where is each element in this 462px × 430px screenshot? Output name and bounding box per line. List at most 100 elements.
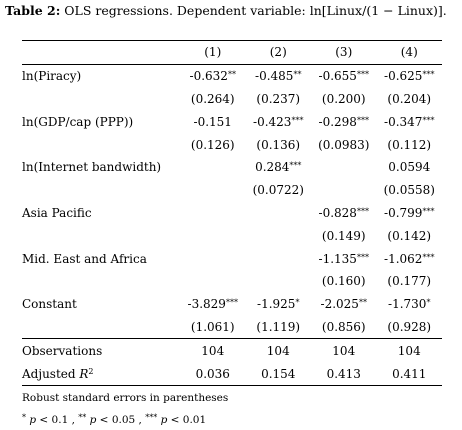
table-caption-label: Table 2: [5, 3, 61, 18]
coefficient-cell: -0.632** [180, 64, 246, 87]
variable-label: ln(Piracy) [22, 69, 82, 84]
significance-stars: *** [422, 206, 435, 216]
significance-stars: *** [225, 298, 238, 308]
coefficient-cell [246, 202, 312, 225]
variable-label: Asia Pacific [22, 205, 92, 220]
blank-label-cell [22, 179, 180, 202]
coefficient-value: -0.655 [318, 69, 357, 84]
standard-error-cell: (0.0722) [252, 183, 304, 198]
observations-value: 104 [180, 338, 246, 363]
notes-significance: * p < 0.1 , ** p < 0.05 , *** p < 0.01 [22, 408, 228, 430]
notes-robust-se: Robust standard errors in parentheses [22, 392, 229, 404]
note-p-variable: p [89, 414, 97, 426]
standard-error-cell: (0.177) [387, 274, 432, 289]
coefficient-cell: -0.151 [180, 110, 246, 133]
adjusted-r2-value: 0.154 [245, 362, 311, 386]
standard-error-cell: (1.119) [256, 319, 301, 334]
note-stars: *** [145, 413, 158, 422]
coefficient-value: -0.828 [318, 205, 357, 220]
coefficient-value: -1.135 [318, 251, 357, 266]
significance-stars: *** [291, 115, 304, 125]
adjusted-r2-prefix: Adjusted [22, 366, 80, 381]
significance-stars: * [426, 298, 431, 308]
variable-label: Constant [22, 297, 77, 312]
standard-error-cell: (0.856) [321, 319, 366, 334]
table-caption: Table 2: OLS regressions. Dependent vari… [5, 2, 457, 20]
blank-label-cell [22, 133, 180, 156]
blank-label-cell [22, 316, 180, 339]
significance-stars: ** [358, 298, 367, 308]
coefficient-value: -0.625 [384, 69, 423, 84]
adjusted-r2-value: 0.413 [311, 362, 377, 386]
standard-error-cell: (0.136) [256, 137, 301, 152]
standard-error-cell: (0.112) [387, 137, 432, 152]
table-caption-text: OLS regressions. Dependent variable: ln[… [64, 3, 447, 18]
significance-stars: *** [356, 252, 369, 262]
adjusted-r2-value: 0.036 [180, 362, 246, 386]
significance-stars: *** [422, 115, 435, 125]
coefficient-value: -0.485 [255, 69, 294, 84]
column-header: (4) [376, 40, 442, 65]
coefficient-value: -0.298 [318, 114, 357, 129]
note-threshold: < 0.05 , [96, 414, 146, 426]
significance-stars: *** [289, 161, 302, 171]
standard-error-row: (0.149) (0.142) [22, 224, 442, 247]
note-stars: * [22, 413, 26, 422]
table-notes: Robust standard errors in parentheses * … [22, 388, 228, 430]
variable-label: Mid. East and Africa [22, 251, 147, 266]
standard-error-cell [246, 224, 312, 247]
standard-error-row: (0.264) (0.237) (0.200) (0.204) [22, 88, 442, 111]
significance-stars: ** [227, 70, 236, 80]
coefficient-row: ln(Piracy) -0.632** -0.485** -0.655*** -0.62… [22, 64, 442, 87]
standard-error-cell: (0.0983) [318, 137, 370, 152]
standard-error-cell: (0.126) [190, 137, 235, 152]
note-p-variable: p [29, 414, 37, 426]
standard-error-cell [311, 179, 377, 202]
coefficient-cell: -1.062*** [377, 247, 443, 270]
coefficient-cell: -1.925* [246, 293, 312, 316]
coefficient-value: -0.799 [384, 205, 423, 220]
standard-error-cell [180, 179, 246, 202]
coefficient-row: Constant -3.829*** -1.925* -2.025** -1.730* [22, 293, 442, 316]
regression-table: (1) (2) (3) (4) ln(Piracy) -0.632** -0.485** -0… [22, 40, 442, 386]
adjusted-r2-label: Adjusted R2 [22, 362, 180, 386]
coefficient-cell: -1.730* [377, 293, 443, 316]
blank-label-cell [22, 224, 180, 247]
coefficient-value: -2.025 [320, 297, 359, 312]
standard-error-cell: (0.264) [190, 91, 235, 106]
coefficient-cell [180, 247, 246, 270]
coefficient-value: -1.062 [384, 251, 423, 266]
standard-error-cell [180, 270, 246, 293]
coefficient-cell: -3.829*** [180, 293, 246, 316]
coefficient-value: -0.423 [253, 114, 292, 129]
significance-stars: *** [422, 70, 435, 80]
coefficient-cell: -1.135*** [311, 247, 377, 270]
coefficient-row: Mid. East and Africa -1.135*** -1.062*** [22, 247, 442, 270]
adjusted-r2-value: 0.411 [376, 362, 442, 386]
significance-stars: * [295, 298, 300, 308]
coefficient-cell: -0.347*** [377, 110, 443, 133]
coefficient-value: -1.925 [257, 297, 296, 312]
coefficient-value: 0.0594 [388, 160, 431, 175]
observations-value: 104 [376, 338, 442, 363]
note-stars: ** [78, 413, 87, 422]
standard-error-cell: (0.160) [321, 274, 366, 289]
coefficient-cell: 0.0594 [377, 156, 443, 179]
note-threshold: < 0.01 [167, 414, 207, 426]
coefficient-cell: -0.799*** [377, 202, 443, 225]
coefficient-value: -1.730 [388, 297, 427, 312]
coefficient-value: -0.632 [189, 69, 228, 84]
coefficient-cell [311, 156, 377, 179]
coefficient-cell [246, 247, 312, 270]
note-threshold: < 0.1 , [36, 414, 79, 426]
coefficient-value: -0.151 [193, 114, 232, 129]
standard-error-row: (0.0722) (0.0558) [22, 179, 442, 202]
significance-stars: *** [356, 70, 369, 80]
standard-error-row: (1.061) (1.119) (0.856) (0.928) [22, 316, 442, 339]
standard-error-cell [180, 224, 246, 247]
observations-value: 104 [245, 338, 311, 363]
coefficient-cell: -0.485** [246, 64, 312, 87]
standard-error-cell: (0.149) [321, 228, 366, 243]
standard-error-cell: (0.928) [387, 319, 432, 334]
